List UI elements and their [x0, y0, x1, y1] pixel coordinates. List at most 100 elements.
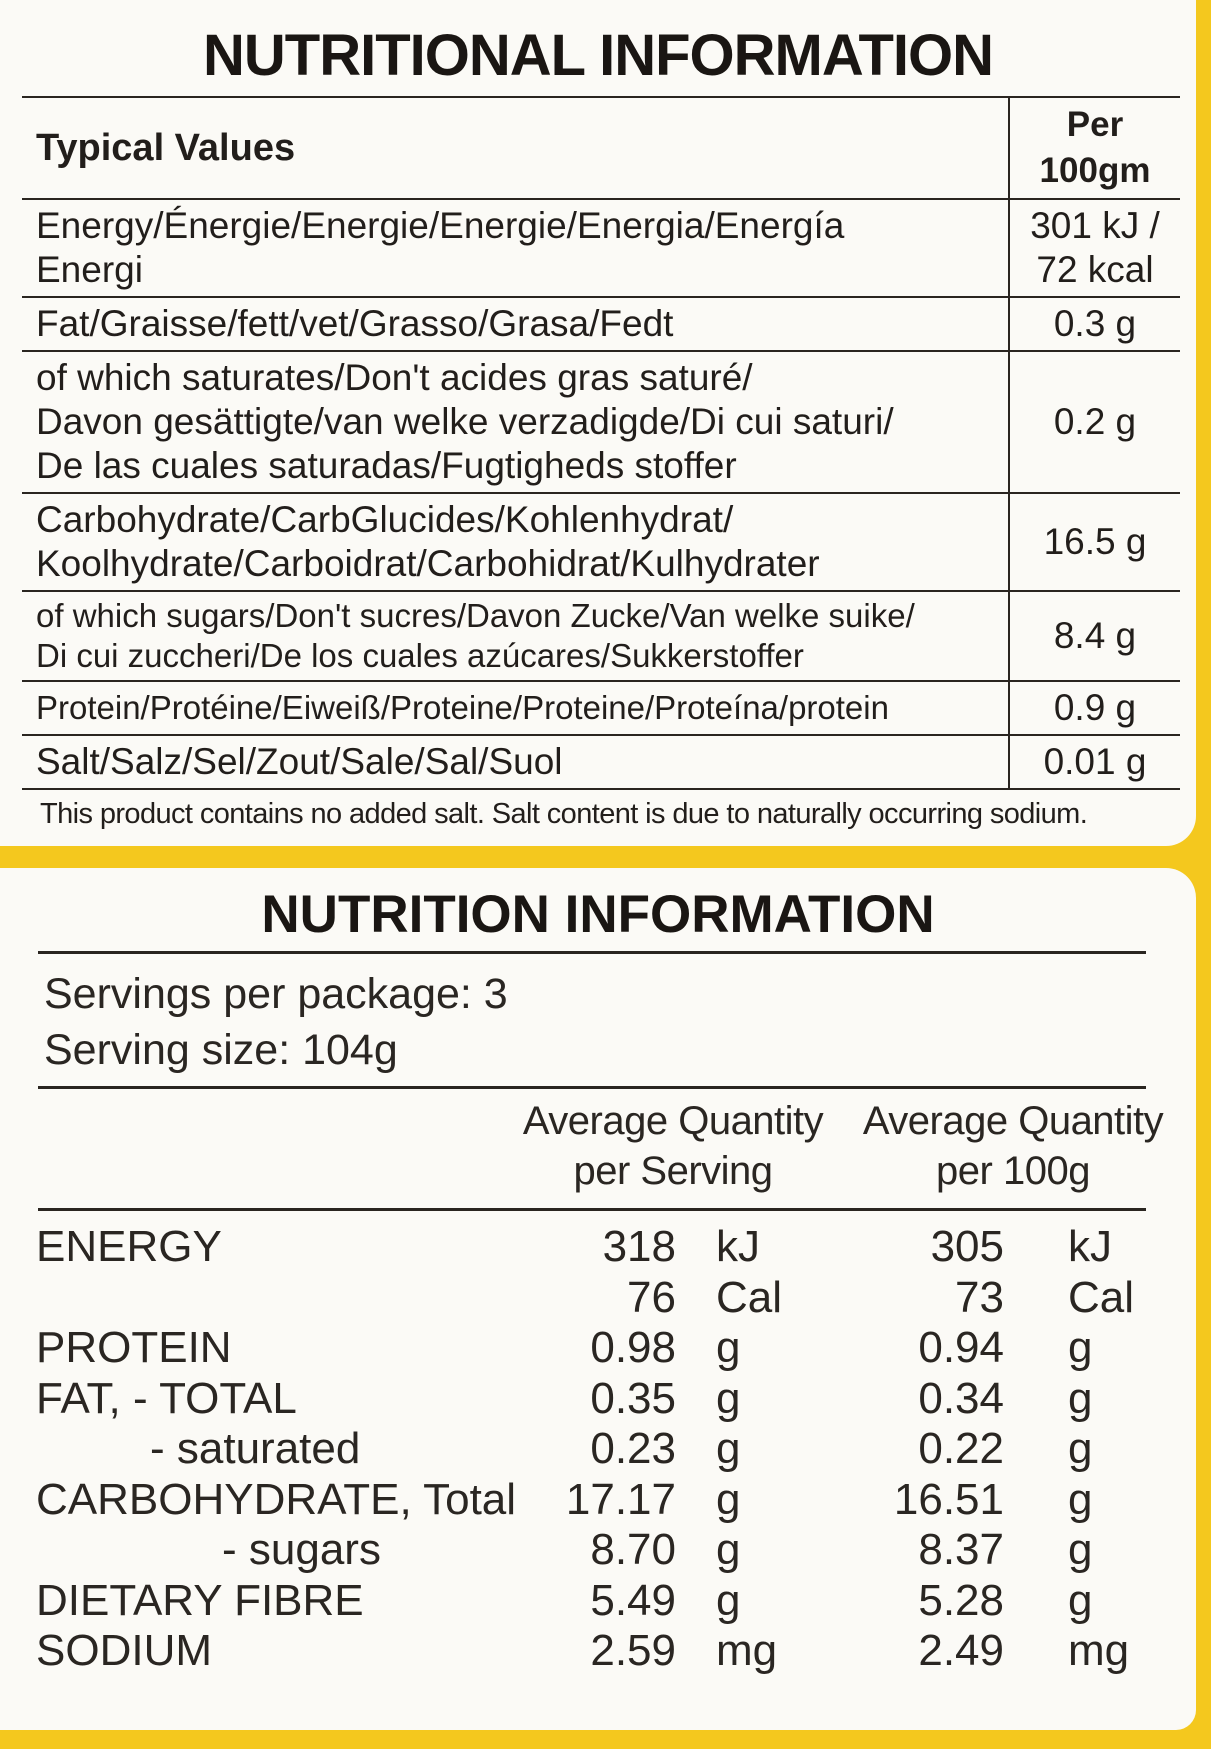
- row-label-line: Energi: [36, 249, 143, 290]
- nutrient-row: CARBOHYDRATE, Total 17.17 g 16.51 g: [0, 1475, 1196, 1531]
- row-value: 8.4 g: [1008, 590, 1180, 682]
- nutrient-label: - sugars: [222, 1525, 381, 1574]
- nutrient-row: FAT, - TOTAL 0.35 g 0.34 g: [0, 1374, 1196, 1430]
- divider: [38, 1086, 1146, 1089]
- divider: [38, 951, 1146, 954]
- column-header-per-100g: Average Quantity per 100g: [848, 1096, 1178, 1196]
- row-label: Carbohydrate/CarbGlucides/Kohlenhydrat/K…: [22, 492, 1010, 592]
- unit-per-100g: g: [1068, 1323, 1093, 1372]
- row-value-line: 0.3 g: [1053, 303, 1137, 344]
- salt-note: This product contains no added salt. Sal…: [40, 798, 1088, 830]
- value-per-100g: 73: [955, 1272, 1004, 1322]
- value-per-serving: 0.98: [590, 1323, 676, 1372]
- row-label-line: Davon gesättigte/van welke verzadigde/Di…: [36, 401, 894, 442]
- serving-size: Serving size: 104g: [44, 1026, 398, 1074]
- nutrition-information-panel: [0, 868, 1196, 1730]
- row-value-line: 16.5 g: [1043, 521, 1147, 562]
- row-label-line: of which saturates/Don't acides gras sat…: [36, 357, 753, 398]
- nutrient-row: DIETARY FIBRE 5.49 g 5.28 g: [0, 1576, 1196, 1632]
- value-per-serving: 17.17: [565, 1474, 676, 1524]
- unit-per-100g: g: [1068, 1575, 1093, 1625]
- unit-per-serving: mg: [716, 1626, 778, 1675]
- value-per-100g: 0.94: [918, 1323, 1004, 1372]
- value-per-100g: 0.22: [918, 1424, 1004, 1473]
- column-header-line: Average Quantity: [522, 1099, 824, 1143]
- nutrient-label: ENERGY: [36, 1222, 222, 1271]
- table-row: Fat/Graisse/fett/vet/Grasso/Grasa/Fedt 0.…: [22, 296, 1180, 352]
- row-value-line: 0.01 g: [1043, 741, 1147, 782]
- panel2-title: NUTRITION INFORMATION: [261, 885, 935, 944]
- row-label: of which sugars/Don't sucres/Davon Zucke…: [22, 590, 1010, 682]
- value-per-100g: 8.37: [918, 1525, 1004, 1574]
- unit-per-serving: g: [716, 1323, 741, 1372]
- value-per-100g: 5.28: [918, 1575, 1004, 1625]
- nutrient-row: PROTEIN 0.98 g 0.94 g: [0, 1323, 1196, 1379]
- unit-per-100g: Cal: [1068, 1272, 1135, 1322]
- row-label: Salt/Salz/Sel/Zout/Sale/Sal/Suol: [22, 734, 1010, 790]
- row-value: 0.01 g: [1008, 734, 1180, 790]
- unit-per-serving: g: [716, 1525, 741, 1574]
- value-per-serving: 318: [602, 1222, 676, 1271]
- row-value: 0.3 g: [1008, 296, 1180, 352]
- nutrient-label: FAT, - TOTAL: [36, 1373, 297, 1423]
- row-value: 16.5 g: [1008, 492, 1180, 592]
- value-per-serving: 0.23: [590, 1424, 676, 1473]
- row-value-line: 0.2 g: [1053, 401, 1137, 442]
- typical-values-table: Typical Values Per 100gm Energy/Énergie/…: [22, 96, 1180, 790]
- row-value: 0.2 g: [1008, 350, 1180, 494]
- row-label: of which saturates/Don't acides gras sat…: [22, 350, 1010, 494]
- table-row: Carbohydrate/CarbGlucides/Kohlenhydrat/K…: [22, 492, 1180, 592]
- unit-per-serving: g: [716, 1575, 741, 1625]
- row-label: Protein/Protéine/Eiweiß/Proteine/Protein…: [22, 680, 1010, 736]
- value-per-100g: 0.34: [918, 1373, 1004, 1423]
- value-per-100g: 2.49: [918, 1626, 1004, 1675]
- row-value-line: 0.9 g: [1053, 687, 1137, 728]
- nutrient-row: ENERGY 318 kJ 305 kJ: [0, 1222, 1196, 1278]
- value-per-serving: 8.70: [590, 1525, 676, 1574]
- header-label: Typical Values: [22, 96, 1010, 200]
- value-per-100g: 16.51: [893, 1474, 1004, 1524]
- nutrient-row: SODIUM 2.59 mg 2.49 mg: [0, 1626, 1196, 1682]
- row-label-line: of which sugars/Don't sucres/Davon Zucke…: [36, 597, 915, 634]
- row-label-line: Protein/Protéine/Eiweiß/Proteine/Protein…: [36, 689, 889, 726]
- row-label-line: Energy/Énergie/Energie/Energie/Energia/E…: [36, 205, 845, 246]
- row-value-line: 301 kJ /: [1030, 205, 1160, 246]
- unit-per-serving: g: [716, 1474, 741, 1524]
- value-per-serving: 2.59: [590, 1626, 676, 1675]
- unit-per-100g: g: [1068, 1373, 1093, 1423]
- table-row: of which saturates/Don't acides gras sat…: [22, 350, 1180, 494]
- row-label-line: Koolhydrate/Carboidrat/Carbohidrat/Kulhy…: [36, 543, 820, 584]
- value-per-serving: 0.35: [590, 1373, 676, 1423]
- table-row: Protein/Protéine/Eiweiß/Proteine/Protein…: [22, 680, 1180, 736]
- row-label-line: Di cui zuccheri/De los cuales azúcares/S…: [36, 637, 804, 674]
- value-per-serving: 5.49: [590, 1575, 676, 1625]
- value-per-serving: 76: [627, 1272, 676, 1322]
- value-per-100g: 305: [930, 1222, 1004, 1271]
- row-label-line: Carbohydrate/CarbGlucides/Kohlenhydrat/: [36, 499, 734, 540]
- unit-per-100g: kJ: [1068, 1222, 1112, 1271]
- nutrient-label: SODIUM: [36, 1626, 212, 1675]
- unit-per-100g: g: [1068, 1424, 1093, 1473]
- table-row: Energy/Énergie/Energie/Energie/Energia/E…: [22, 198, 1180, 298]
- header-value: Per 100gm: [1008, 96, 1180, 200]
- unit-per-100g: g: [1068, 1525, 1093, 1574]
- servings-per-package: Servings per package: 3: [44, 970, 508, 1018]
- divider: [38, 1208, 1146, 1211]
- row-label: Energy/Énergie/Energie/Energie/Energia/E…: [22, 198, 1010, 298]
- nutrient-label: CARBOHYDRATE, Total: [36, 1474, 517, 1524]
- unit-per-serving: Cal: [716, 1272, 783, 1322]
- nutrient-label: DIETARY FIBRE: [36, 1575, 364, 1625]
- nutrient-label: - saturated: [150, 1424, 361, 1473]
- table-row: of which sugars/Don't sucres/Davon Zucke…: [22, 590, 1180, 682]
- row-value: 0.9 g: [1008, 680, 1180, 736]
- row-value-line: 8.4 g: [1053, 615, 1137, 656]
- unit-per-100g: mg: [1068, 1626, 1130, 1675]
- column-header-line: Average Quantity: [862, 1099, 1164, 1143]
- table-header-row: Typical Values Per 100gm: [22, 96, 1180, 200]
- panel1-title: NUTRITIONAL INFORMATION: [203, 23, 994, 88]
- unit-per-serving: kJ: [716, 1222, 760, 1271]
- column-header-line: per Serving: [573, 1149, 773, 1193]
- row-label-line: De las cuales saturadas/Fugtigheds stoff…: [36, 445, 737, 486]
- nutrient-row: - sugars 8.70 g 8.37 g: [0, 1525, 1196, 1581]
- nutrient-row: - saturated 0.23 g 0.22 g: [0, 1424, 1196, 1480]
